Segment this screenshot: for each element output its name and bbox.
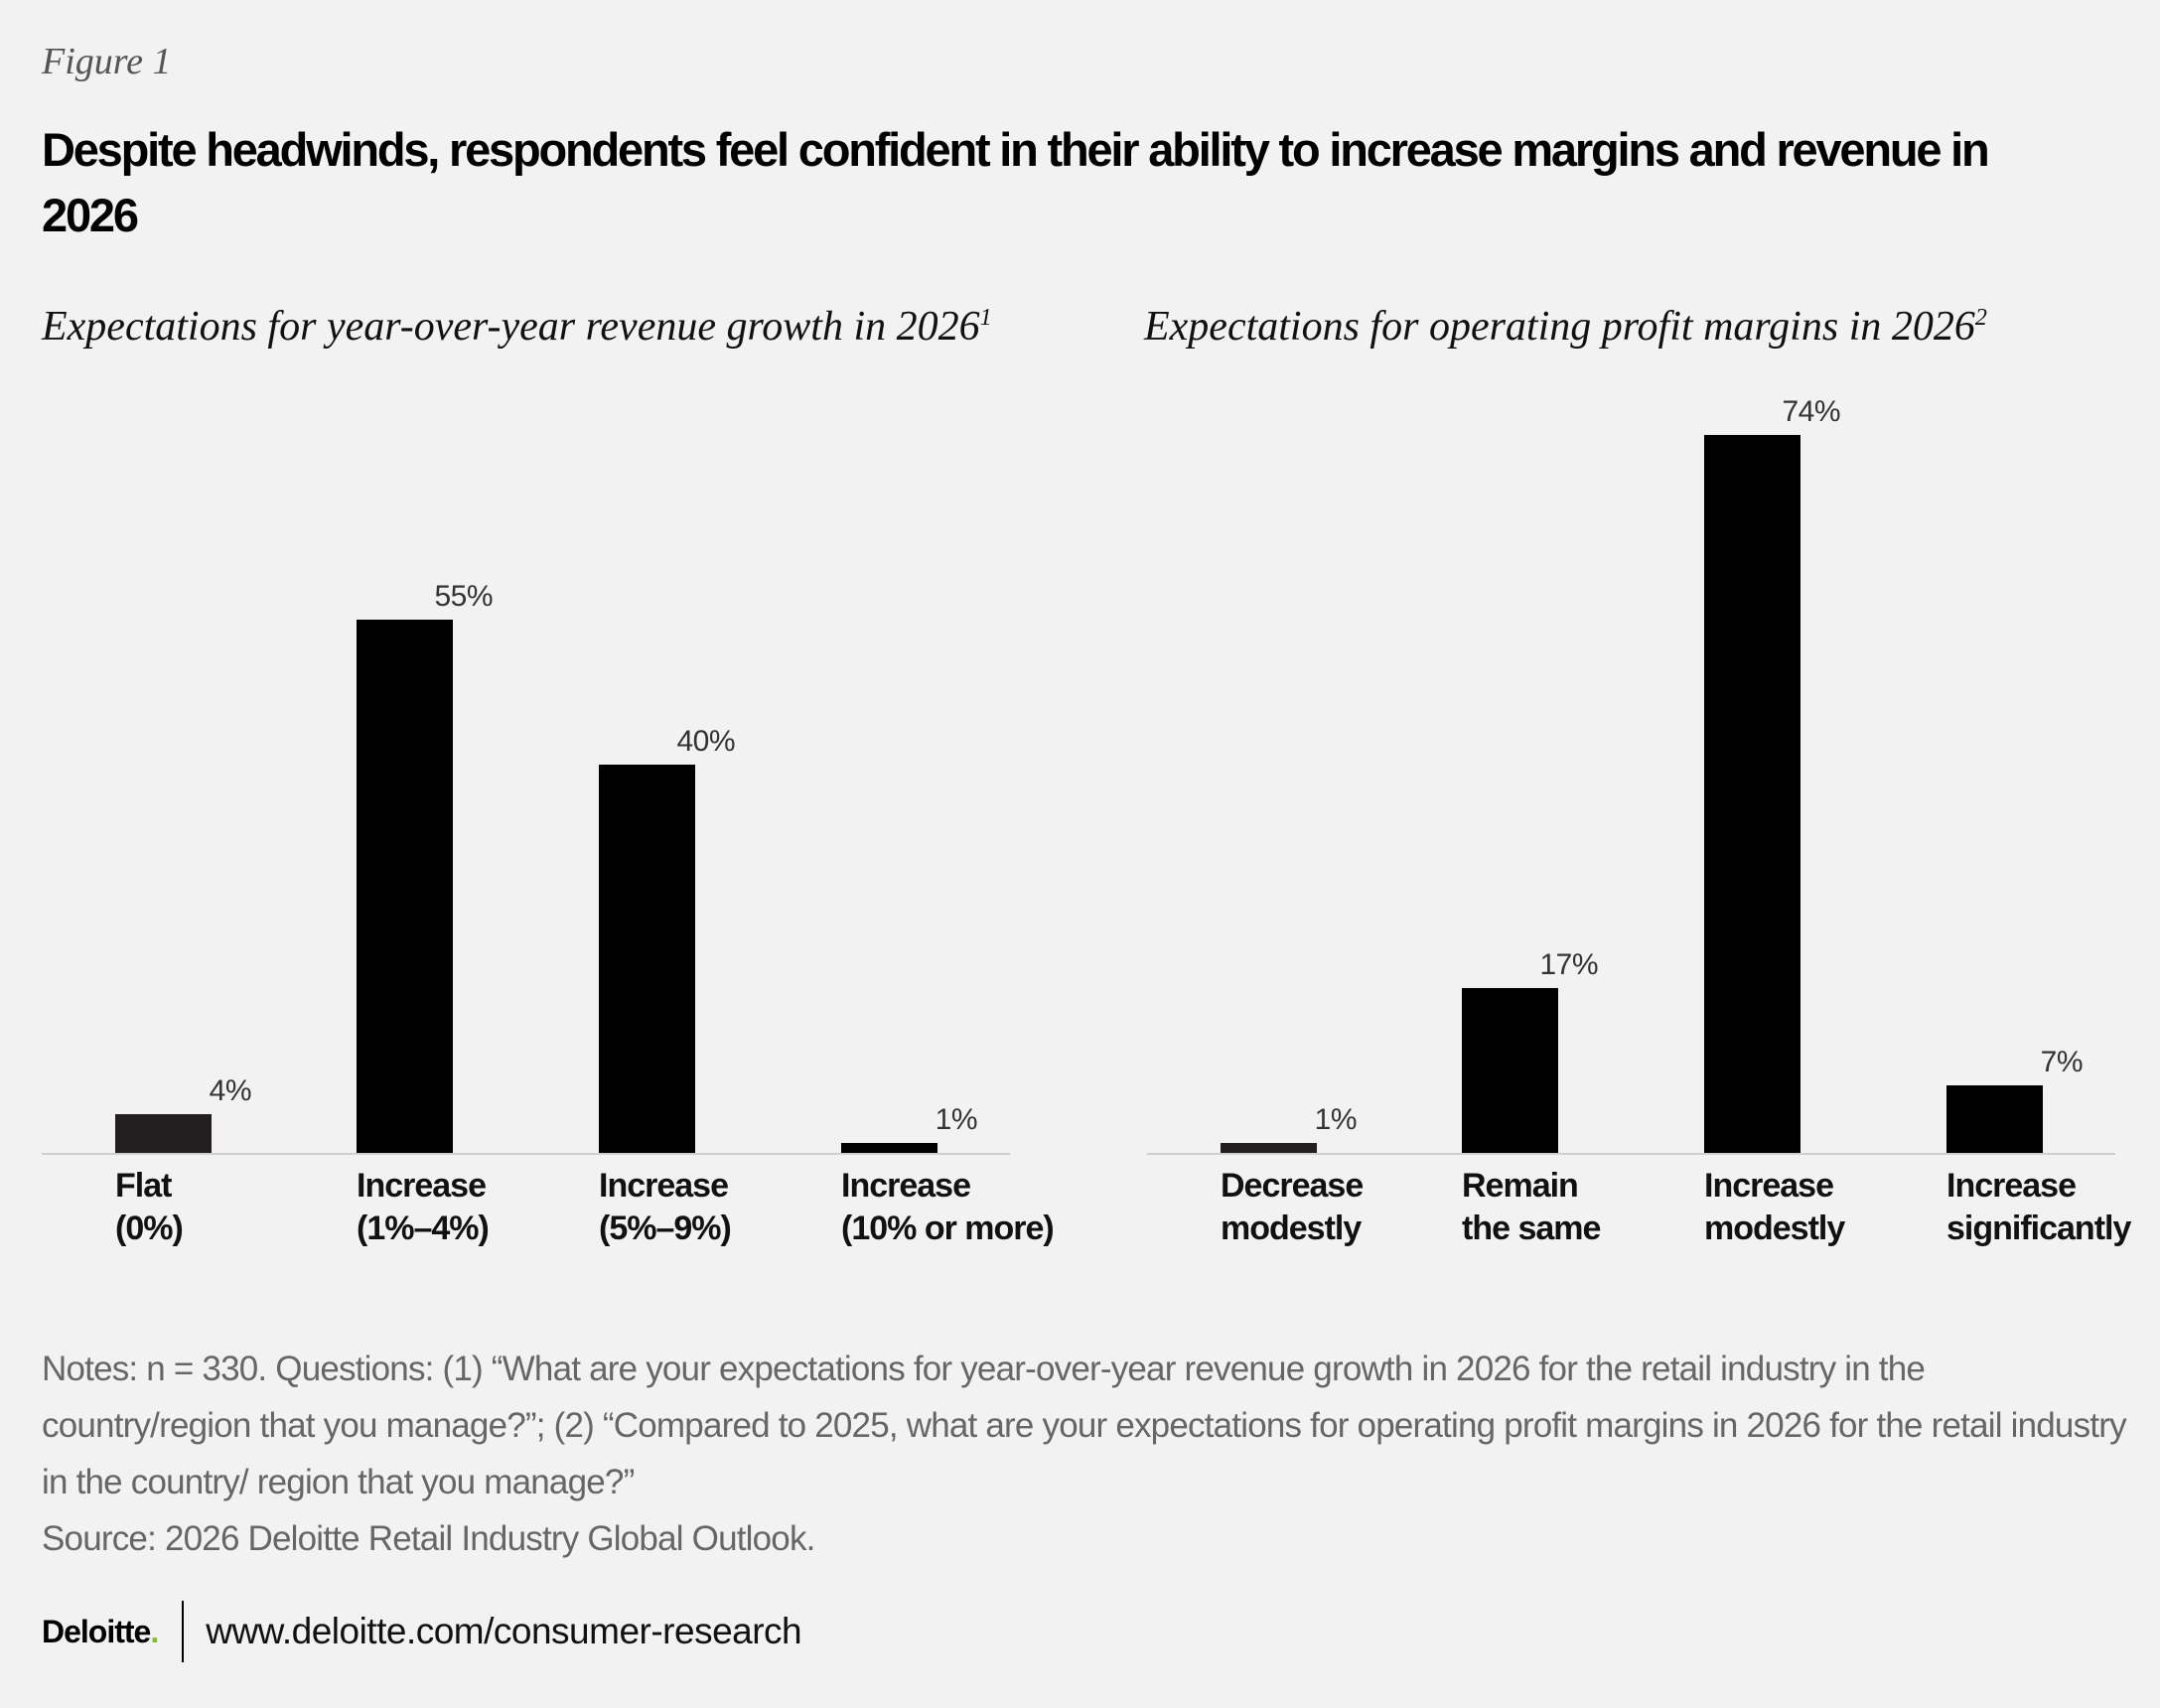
category-label: Decrease modestly bbox=[1221, 1167, 1364, 1247]
bar bbox=[599, 765, 695, 1153]
figure-label: Figure 1 bbox=[42, 41, 172, 82]
bar bbox=[115, 1113, 212, 1153]
right-chart-title: Expectations for operating profit margin… bbox=[1144, 303, 1987, 351]
chart-title: Despite headwinds, respondents feel conf… bbox=[42, 123, 1990, 241]
footnote-marker: 2 bbox=[1974, 305, 1987, 331]
data-label: 17% bbox=[1539, 947, 1598, 981]
category-label: Increase (5%–9%) bbox=[599, 1167, 732, 1247]
data-label: 1% bbox=[1314, 1103, 1358, 1137]
notes: Notes: n = 330. Questions: (1) “What are… bbox=[42, 1341, 2137, 1567]
revenue-growth-chart: 4% Flat (0%) 55% Increase (1%–4%) 40% Increas… bbox=[42, 377, 1055, 1271]
left-chart-title-text: Expectations for year-over-year revenue … bbox=[42, 304, 980, 350]
category-label: Increase modestly bbox=[1704, 1167, 1845, 1247]
data-label: 4% bbox=[209, 1073, 252, 1107]
category-label: Increase significantly bbox=[1946, 1167, 2131, 1247]
data-label: 74% bbox=[1782, 395, 1840, 429]
profit-margin-chart: 1% Decrease modestly 17% Remain the same 74%… bbox=[1147, 377, 2131, 1271]
data-label: 40% bbox=[676, 725, 735, 759]
data-label: 55% bbox=[434, 579, 493, 613]
data-label: 7% bbox=[2040, 1045, 2084, 1078]
category-label: Increase (1%–4%) bbox=[357, 1167, 490, 1247]
bar bbox=[1704, 435, 1800, 1153]
divider bbox=[182, 1601, 185, 1662]
x-axis-line bbox=[42, 1153, 1010, 1155]
category-label: Flat (0%) bbox=[115, 1167, 184, 1247]
left-chart-title: Expectations for year-over-year revenue … bbox=[42, 303, 992, 351]
logo-dot: . bbox=[150, 1613, 159, 1649]
footer: Deloitte. www.deloitte.com/consumer-rese… bbox=[42, 1601, 802, 1662]
bar bbox=[1462, 987, 1558, 1153]
footer-url[interactable]: www.deloitte.com/consumer-research bbox=[206, 1611, 802, 1651]
x-axis-line bbox=[1147, 1153, 2115, 1155]
logo-text: Deloitte bbox=[42, 1613, 151, 1649]
category-label: Remain the same bbox=[1462, 1167, 1601, 1247]
source-text: Source: 2026 Deloitte Retail Industry Gl… bbox=[42, 1519, 815, 1558]
right-chart-title-text: Expectations for operating profit margin… bbox=[1144, 304, 1975, 350]
category-label: Increase (10% or more) bbox=[841, 1167, 1055, 1247]
bar bbox=[841, 1143, 937, 1153]
deloitte-logo: Deloitte. bbox=[42, 1613, 159, 1650]
footnote-marker: 1 bbox=[979, 305, 992, 331]
bar bbox=[1946, 1084, 2043, 1153]
bar bbox=[1221, 1143, 1317, 1153]
notes-text: Notes: n = 330. Questions: (1) “What are… bbox=[42, 1350, 2127, 1501]
data-label: 1% bbox=[935, 1103, 978, 1137]
bar bbox=[357, 619, 453, 1153]
